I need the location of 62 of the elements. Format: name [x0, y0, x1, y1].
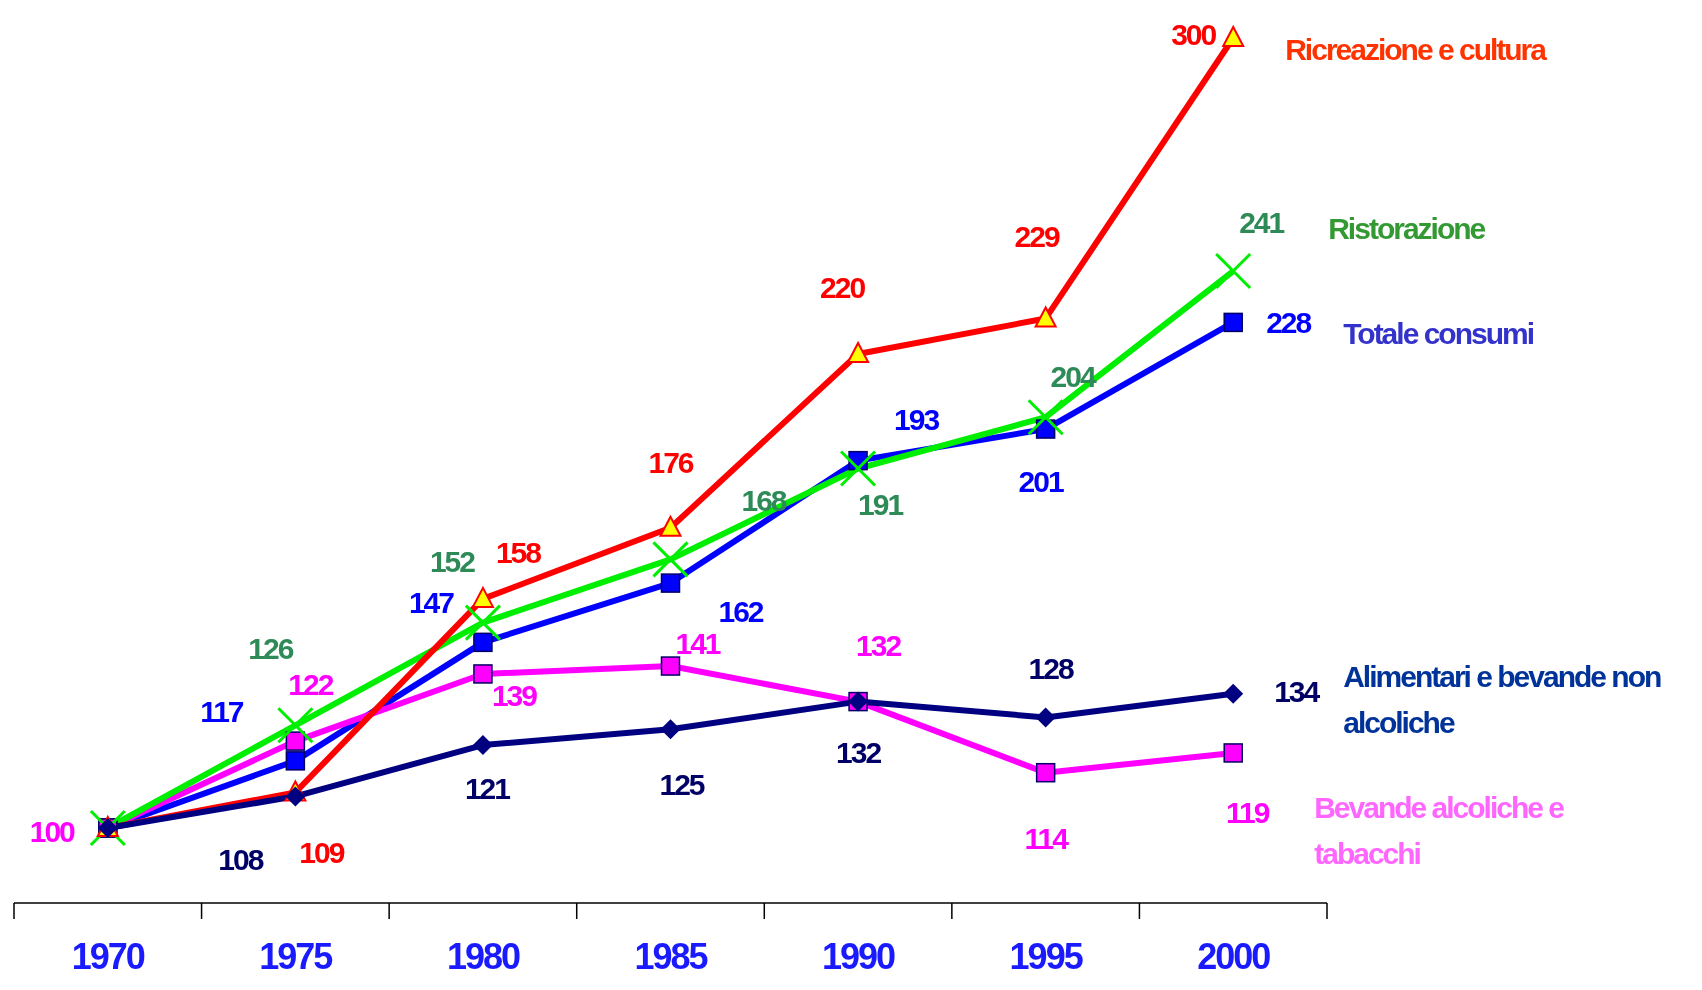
data-label: 119 [1226, 796, 1270, 830]
x-tick-label: 1990 [822, 936, 896, 977]
data-label: 139 [491, 679, 538, 713]
data-label: 191 [858, 488, 904, 522]
data-label: 128 [1028, 651, 1074, 685]
text: Alimentari e bevande non alcoliche [1343, 659, 1661, 739]
point [660, 719, 681, 740]
text: Totale consumi [1343, 316, 1534, 350]
data-label: 125 [659, 767, 705, 801]
point [1223, 312, 1243, 333]
data-label: 193 [894, 403, 940, 437]
data-label: 229 [1014, 219, 1060, 253]
point [285, 786, 306, 807]
data-label: 141 [675, 626, 721, 660]
point [1035, 762, 1056, 783]
text: Bevande alcoliche e tabacchi [1314, 790, 1565, 870]
x-tick-label: 1985 [634, 936, 709, 977]
data-label: 158 [495, 536, 542, 570]
data-label: 122 [288, 667, 334, 701]
point [471, 586, 494, 608]
data-label: 204 [1050, 359, 1097, 393]
point [659, 515, 682, 537]
x-tick-label: 2000 [1197, 936, 1271, 977]
point [660, 573, 681, 593]
data-label: 132 [856, 629, 902, 663]
point [660, 656, 681, 676]
data-label: 117 [200, 695, 244, 729]
point [1222, 26, 1245, 47]
data-label: 126 [248, 631, 294, 665]
data-label: 134 [1274, 675, 1321, 709]
series-label: Ricreazione e cultura [1285, 32, 1548, 66]
point [1223, 743, 1243, 763]
x-tick-label: 1980 [446, 936, 520, 977]
x-tick-label: 1970 [71, 936, 145, 977]
data-label: 152 [429, 545, 476, 579]
point [1223, 683, 1244, 704]
text: Ristorazione [1328, 211, 1486, 245]
data-label: 201 [1018, 464, 1064, 498]
data-label: 132 [836, 736, 882, 770]
data-label: 109 [299, 835, 345, 869]
data-label: 176 [648, 446, 694, 480]
point [285, 751, 306, 771]
point [847, 342, 870, 363]
data-label: 241 [1239, 205, 1285, 239]
point [1035, 707, 1056, 728]
x-tick-label: 1975 [259, 936, 334, 977]
data-label: 100 [29, 814, 76, 848]
point [472, 735, 493, 756]
data-label: 121 [464, 771, 511, 805]
data-label: 108 [218, 842, 264, 876]
point [1034, 306, 1057, 328]
point [285, 731, 306, 751]
point [473, 632, 493, 653]
data-label: 162 [718, 594, 764, 628]
point [473, 664, 493, 684]
data-label: 220 [820, 270, 866, 304]
x-tick-label: 1995 [1009, 936, 1084, 977]
data-label: 228 [1266, 305, 1312, 339]
data-label: 147 [408, 585, 455, 619]
data-label: 114 [1024, 822, 1070, 856]
data-label: 168 [741, 483, 787, 517]
data-label: 300 [1171, 17, 1217, 51]
